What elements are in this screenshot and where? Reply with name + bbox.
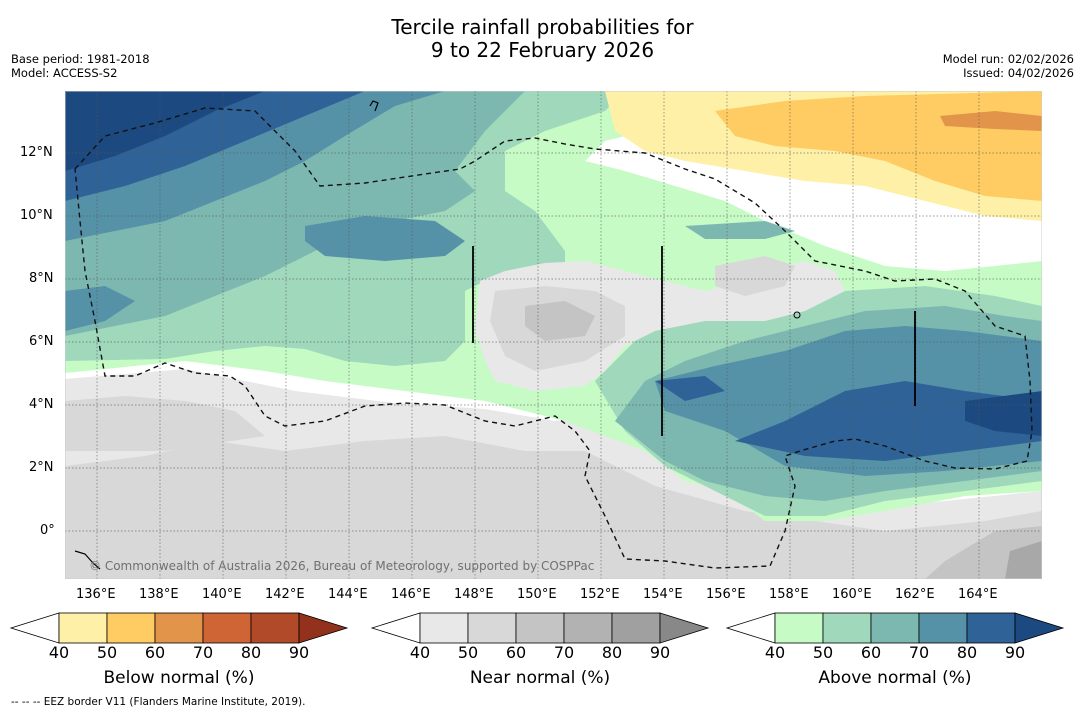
above-normal-70-sw — [65, 286, 135, 331]
lat-label: 2°N — [29, 460, 54, 475]
lat-label: 4°N — [29, 397, 54, 412]
lat-label: 10°N — [20, 208, 53, 223]
near-normal-50-south — [65, 436, 1042, 579]
islands — [74, 100, 916, 570]
colorbar-above-normal — [725, 612, 1065, 644]
model-name: Model: ACCESS-S2 — [11, 66, 118, 80]
map-title-line1: Tercile rainfall probabilities for — [391, 15, 694, 39]
colorbar-segment — [250, 612, 300, 644]
colorbar-segment — [870, 612, 920, 644]
lat-label: 6°N — [29, 334, 54, 349]
lon-label: 144°E — [328, 587, 368, 602]
cb-tick: 70 — [553, 643, 575, 662]
colorbar-arrow-right — [1014, 612, 1065, 644]
lon-label: 154°E — [643, 587, 683, 602]
colorbar-arrow-right — [659, 612, 710, 644]
above-normal-60-patch — [685, 221, 795, 239]
lon-label: 140°E — [202, 587, 242, 602]
copyright-notice: © Commonwealth of Australia 2026, Bureau… — [89, 559, 594, 573]
near-normal-70-se — [1005, 541, 1042, 579]
map-grid — [65, 91, 1042, 579]
eez-borders — [74, 107, 1033, 569]
lat-label: 8°N — [29, 271, 54, 286]
lon-label: 152°E — [580, 587, 620, 602]
cb-tick: 90 — [288, 643, 310, 662]
colorbar-title-near: Near normal (%) — [469, 668, 611, 688]
cb-tick: 70 — [908, 643, 930, 662]
base-period: Base period: 1981-2018 — [11, 52, 150, 66]
cb-tick: 90 — [649, 643, 671, 662]
cb-tick: 60 — [860, 643, 882, 662]
cb-tick: 80 — [601, 643, 623, 662]
colorbar-segment — [419, 612, 469, 644]
colorbar-arrow-left — [9, 612, 60, 644]
lon-label: 164°E — [958, 587, 998, 602]
near-normal-60-central — [525, 301, 595, 341]
lon-label: 156°E — [706, 587, 746, 602]
lon-label: 160°E — [832, 587, 872, 602]
cb-tick: 50 — [457, 643, 479, 662]
colorbar-segment — [202, 612, 252, 644]
issued-date: Issued: 04/02/2026 — [963, 66, 1074, 80]
cb-tick: 80 — [956, 643, 978, 662]
lon-label: 162°E — [895, 587, 935, 602]
colorbar-segment — [774, 612, 824, 644]
cb-tick: 50 — [812, 643, 834, 662]
cb-tick: 70 — [192, 643, 214, 662]
colorbar-segment — [966, 612, 1016, 644]
cb-tick: 40 — [764, 643, 786, 662]
colorbar-below-normal — [9, 612, 349, 644]
near-normal-50-sw — [65, 396, 265, 451]
colorbar-segment — [563, 612, 613, 644]
colorbar-near-normal — [370, 612, 710, 644]
cb-tick: 40 — [409, 643, 431, 662]
colorbar-title-above: Above normal (%) — [818, 668, 972, 688]
lon-label: 146°E — [391, 587, 431, 602]
lon-label: 136°E — [76, 587, 116, 602]
above-normal-80-east2 — [655, 376, 725, 401]
forecast-map[interactable]: © Commonwealth of Australia 2026, Bureau… — [65, 91, 1042, 579]
eez-border-palau-fsm-west — [74, 107, 1033, 569]
below-normal-60-patch — [940, 111, 1042, 131]
above-normal-90-east — [965, 391, 1042, 436]
lon-label: 158°E — [769, 587, 809, 602]
colorbar-segment — [611, 612, 661, 644]
colorbar-segment — [918, 612, 968, 644]
colorbar-segment — [58, 612, 108, 644]
lon-label: 142°E — [265, 587, 305, 602]
colorbar-segment — [467, 612, 517, 644]
lon-label: 148°E — [454, 587, 494, 602]
colorbar-arrow-left — [370, 612, 421, 644]
above-normal-90-region — [65, 91, 265, 171]
colorbar-segment — [154, 612, 204, 644]
colorbars-svg — [9, 612, 1065, 644]
near-normal-50-east — [715, 256, 795, 296]
cb-tick: 40 — [48, 643, 70, 662]
colorbar-title-below: Below normal (%) — [103, 668, 255, 688]
lat-label: 0° — [40, 523, 55, 538]
eez-footnote: -- -- -- EEZ border V11 (Flanders Marine… — [11, 696, 306, 708]
above-normal-70-mid — [305, 216, 465, 261]
colorbar-arrow-left — [725, 612, 776, 644]
colorbar-segment — [515, 612, 565, 644]
cb-tick: 90 — [1004, 643, 1026, 662]
map-title-line2: 9 to 22 February 2026 — [430, 38, 655, 62]
colorbar-segment — [106, 612, 156, 644]
colorbar-arrow-right — [298, 612, 349, 644]
colorbar-segment — [822, 612, 872, 644]
lon-label: 138°E — [139, 587, 179, 602]
cb-tick: 80 — [240, 643, 262, 662]
lat-label: 12°N — [20, 145, 53, 160]
lon-label: 150°E — [517, 587, 557, 602]
cb-tick: 60 — [144, 643, 166, 662]
model-run-date: Model run: 02/02/2026 — [942, 52, 1074, 66]
cb-tick: 50 — [96, 643, 118, 662]
cb-tick: 60 — [505, 643, 527, 662]
